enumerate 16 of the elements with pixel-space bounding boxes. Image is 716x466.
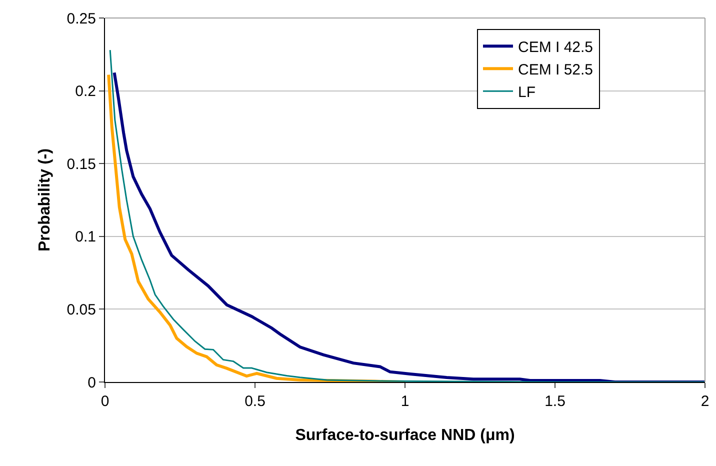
y-tick-label: 0 (88, 374, 96, 392)
legend-label: CEM I 42.5 (518, 39, 594, 56)
y-tick-label: 0.1 (75, 228, 96, 246)
x-tick-label: 0.5 (244, 393, 266, 410)
legend-label: LF (518, 84, 536, 102)
y-tick-label: 0.25 (66, 10, 96, 28)
legend-label: CEM I 52.5 (518, 62, 594, 79)
y-tick-label: 0.2 (75, 83, 96, 100)
x-tick-label: 0 (100, 393, 110, 410)
y-axis-title: Probability (-) (36, 148, 54, 252)
y-tick-label: 0.05 (66, 301, 96, 318)
x-tick-label: 2 (700, 393, 710, 410)
x-axis-title: Surface-to-surface NND (μm) (295, 427, 515, 444)
y-tick-label: 0.15 (66, 156, 96, 173)
x-tick-label: 1.5 (544, 393, 566, 410)
x-tick-label: 1 (400, 393, 410, 410)
